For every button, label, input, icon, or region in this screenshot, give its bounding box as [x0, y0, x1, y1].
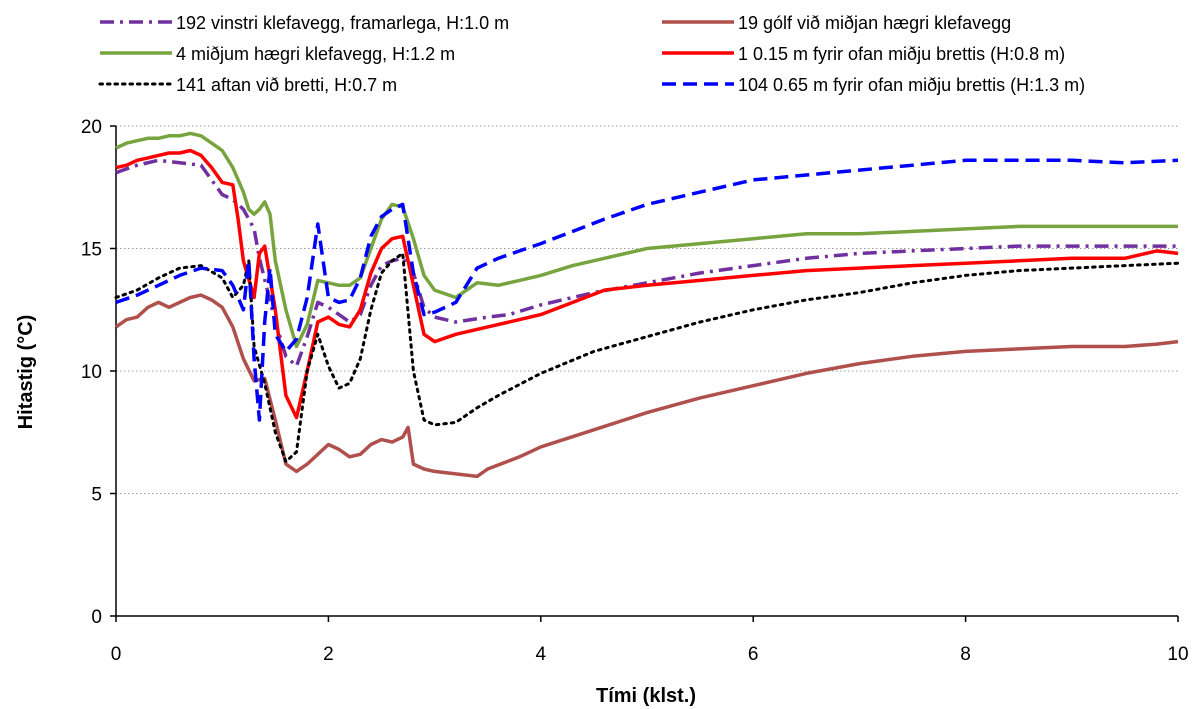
series-line-6 — [115, 158, 1179, 422]
y-tick-labels: 0 5 10 15 20 — [81, 117, 102, 628]
x-axis-title: Tími (klst.) — [596, 685, 696, 707]
series-line-5 — [114, 251, 1180, 464]
y-tick-label: 15 — [81, 240, 102, 261]
axes — [110, 125, 1179, 622]
y-tick-label: 0 — [91, 607, 102, 628]
y-tick-label: 10 — [81, 362, 102, 383]
legend-label-5: 141 aftan við bretti, H:0.7 m — [176, 75, 397, 95]
legend-label-2: 19 gólf við miðjan hægri klefavegg — [738, 13, 1011, 33]
legend-label-6: 104 0.65 m fyrir ofan miðju brettis (H:1… — [738, 75, 1085, 95]
x-tick-label: 4 — [536, 644, 547, 665]
series-line-3 — [115, 131, 1178, 349]
x-tick-labels: 0 2 4 6 8 10 — [111, 644, 1189, 665]
y-axis-title: Hitastig (°C) — [15, 315, 37, 430]
x-tick-label: 10 — [1167, 644, 1188, 665]
x-tick-label: 2 — [323, 644, 334, 665]
x-tick-label: 6 — [748, 644, 759, 665]
legend-label-1: 192 vinstri klefavegg, framarlega, H:1.0… — [176, 13, 509, 33]
x-tick-label: 8 — [960, 644, 971, 665]
legend-label-3: 4 miðjum hægri klefavegg, H:1.2 m — [176, 44, 455, 64]
legend-label-4: 1 0.15 m fyrir ofan miðju brettis (H:0.8… — [738, 44, 1065, 64]
y-tick-label: 20 — [81, 117, 102, 138]
x-tick-label: 0 — [111, 644, 122, 665]
series-lines — [114, 131, 1180, 479]
legend: 192 vinstri klefavegg, framarlega, H:1.0… — [98, 13, 1085, 95]
series-line-4 — [115, 148, 1179, 420]
series-line-2 — [115, 293, 1179, 479]
y-tick-label: 5 — [91, 485, 102, 506]
series-line-1 — [115, 158, 1178, 368]
